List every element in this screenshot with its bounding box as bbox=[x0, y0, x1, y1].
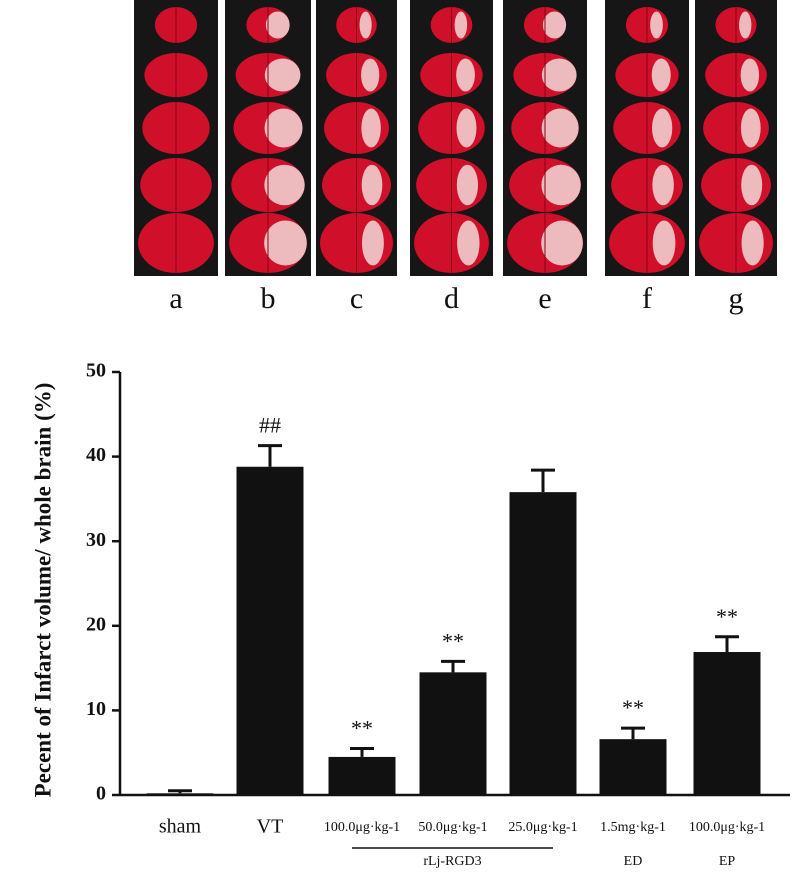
significance-label: ## bbox=[259, 413, 281, 438]
error-bar bbox=[715, 635, 739, 653]
infarct bbox=[456, 164, 479, 206]
group-label: rLj-RGD3 bbox=[423, 854, 481, 869]
brain-photos: a b c d e f g bbox=[134, 0, 777, 315]
error-bar bbox=[441, 659, 465, 673]
error-bar bbox=[168, 789, 192, 794]
significance-label: ** bbox=[351, 716, 373, 741]
infarct bbox=[359, 11, 372, 39]
y-tick-label: 50 bbox=[86, 360, 106, 382]
infarct bbox=[652, 108, 673, 148]
group-label: EP bbox=[719, 854, 736, 869]
error-bar bbox=[258, 444, 282, 467]
x-tick-label: 25.0μg·kg-1 bbox=[508, 820, 577, 835]
bar bbox=[693, 652, 761, 795]
infarct bbox=[541, 164, 581, 206]
y-tick-label: 10 bbox=[86, 698, 106, 720]
infarct bbox=[361, 58, 380, 92]
error-bar bbox=[531, 468, 555, 493]
x-tick-label: sham bbox=[159, 816, 202, 838]
infarct bbox=[264, 58, 301, 92]
infarct bbox=[542, 11, 567, 39]
infarct bbox=[541, 108, 579, 148]
infarct bbox=[454, 11, 468, 39]
significance-label: ** bbox=[622, 695, 644, 720]
x-tick-label: 1.5mg·kg-1 bbox=[600, 820, 666, 835]
panel-label: a bbox=[169, 282, 182, 315]
y-tick-label: 0 bbox=[96, 783, 106, 805]
panel-label: f bbox=[642, 282, 652, 315]
y-tick-label: 20 bbox=[86, 613, 106, 635]
significance-label: ** bbox=[716, 604, 738, 629]
bar bbox=[236, 466, 304, 795]
infarct bbox=[541, 220, 583, 266]
infarct bbox=[361, 220, 384, 266]
infarct bbox=[541, 58, 577, 92]
x-tick-label: 100.0μg·kg-1 bbox=[689, 820, 765, 835]
y-tick-label: 30 bbox=[86, 529, 106, 551]
panel-label: g bbox=[729, 282, 744, 315]
infarct bbox=[361, 108, 381, 148]
panel-label: c bbox=[350, 282, 363, 315]
x-tick-label: 50.0μg·kg-1 bbox=[418, 820, 487, 835]
bar bbox=[419, 672, 487, 795]
infarct bbox=[652, 220, 676, 266]
x-tick-label: 100.0μg·kg-1 bbox=[324, 820, 400, 835]
infarct bbox=[650, 11, 663, 39]
infarct bbox=[361, 164, 383, 206]
infarct bbox=[264, 108, 303, 148]
x-tick-label: VT bbox=[257, 816, 284, 838]
infarct bbox=[740, 58, 760, 92]
panel-label: b bbox=[261, 282, 276, 315]
error-bar bbox=[350, 746, 374, 757]
panel-label: e bbox=[538, 282, 551, 315]
infarct bbox=[264, 164, 305, 206]
infarct bbox=[456, 58, 475, 92]
y-axis-label: Pecent of Infarct volume/ whole brain (%… bbox=[30, 383, 55, 798]
infarct bbox=[264, 220, 307, 266]
bar bbox=[328, 756, 396, 795]
infarct bbox=[456, 108, 477, 148]
infarct bbox=[652, 164, 674, 206]
bar bbox=[509, 492, 577, 795]
infarct bbox=[739, 11, 752, 39]
bar bbox=[146, 793, 214, 795]
infarct bbox=[740, 108, 761, 148]
group-label: ED bbox=[624, 854, 643, 869]
infarct bbox=[741, 164, 763, 206]
infarct bbox=[651, 58, 671, 92]
infarct bbox=[457, 220, 480, 266]
error-bar bbox=[621, 726, 645, 740]
bar bbox=[599, 739, 667, 795]
infarct bbox=[741, 220, 764, 266]
significance-label: ** bbox=[442, 628, 464, 653]
panel-label: d bbox=[444, 282, 459, 315]
y-tick-label: 40 bbox=[86, 444, 106, 466]
infarct bbox=[265, 11, 290, 39]
